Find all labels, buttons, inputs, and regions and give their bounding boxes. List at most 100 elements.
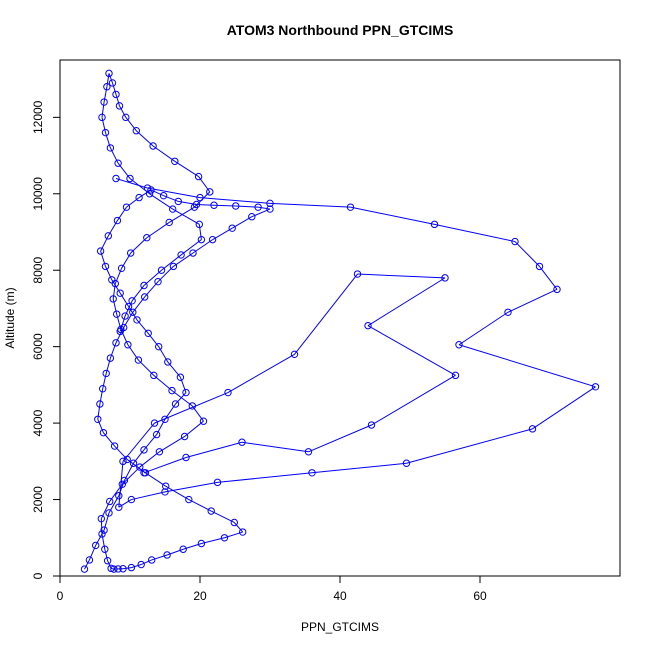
profile-point	[108, 79, 117, 87]
profile-segment	[100, 518, 103, 534]
profile-point	[180, 432, 189, 441]
profile-point	[105, 509, 113, 517]
profile-point	[163, 551, 171, 559]
profile-excursion-point	[224, 388, 232, 397]
profile-segment	[151, 554, 168, 561]
profile-point	[112, 339, 120, 347]
plot-area	[80, 69, 600, 573]
profile-point	[230, 518, 239, 527]
profile-point	[103, 83, 111, 91]
profile-segment	[116, 206, 127, 221]
profile-point	[124, 341, 132, 349]
profile-excursion-point	[308, 469, 316, 477]
y-axis: 0 2000 4000 6000 8000 10000 12000	[31, 100, 61, 579]
profile-excursion-point	[441, 274, 449, 282]
profile-segment	[231, 216, 253, 229]
profile-point	[109, 295, 117, 303]
profile-excursion-segment	[294, 273, 358, 355]
profile-segment	[172, 208, 200, 225]
profile-segment	[192, 239, 213, 254]
profile-point	[171, 157, 179, 165]
profile-point	[126, 174, 134, 183]
profile-segment	[105, 266, 113, 280]
profile-excursion-segment	[118, 461, 124, 508]
profile-segment	[104, 549, 109, 561]
profile-point	[92, 541, 100, 550]
y-tick-label: 12000	[31, 100, 45, 134]
profile-point	[248, 213, 256, 221]
profile-point	[169, 205, 177, 213]
profile-excursion-segment	[371, 374, 456, 426]
y-tick-label: 2000	[31, 486, 45, 513]
profile-point	[194, 172, 203, 181]
y-tick-label: 8000	[31, 257, 45, 284]
profile-point	[106, 497, 114, 506]
profile-segment	[184, 420, 204, 437]
profile-segment	[188, 499, 212, 512]
profile-point	[134, 356, 143, 364]
profile-segment	[121, 466, 141, 485]
chart-title: ATOM3 Northbound PPN_GTCIMS	[227, 22, 454, 38]
profile-segment	[165, 485, 190, 500]
profile-point	[162, 482, 170, 490]
profile-point	[147, 186, 155, 194]
profile-point	[140, 281, 148, 290]
profile-point	[122, 113, 130, 122]
profile-segment	[126, 197, 140, 208]
profile-point	[132, 127, 141, 135]
profile-point	[107, 564, 115, 573]
profile-excursion-point	[266, 199, 274, 208]
profile-excursion-segment	[357, 273, 446, 279]
profile-point	[195, 220, 204, 229]
profile-point	[106, 354, 115, 362]
profile-point	[97, 514, 106, 523]
profile-point	[179, 545, 187, 553]
profile-point	[110, 565, 118, 573]
profile-segment	[110, 567, 115, 570]
profile-segment	[119, 292, 130, 307]
profile-point	[208, 235, 217, 244]
profile-excursion-point	[591, 383, 600, 391]
profile-segment	[198, 224, 202, 240]
profile-excursion-segment	[269, 202, 351, 208]
profile-point	[154, 277, 162, 286]
x-tick-label: 20	[193, 589, 207, 603]
profile-segment	[101, 533, 106, 550]
profile-segment	[108, 73, 113, 84]
profile-segment	[210, 510, 235, 523]
profile-point	[124, 302, 133, 311]
profile-point	[232, 202, 240, 210]
profile-segment	[174, 160, 199, 177]
profile-segment	[109, 342, 117, 359]
profile-point	[254, 203, 262, 211]
profile-point	[174, 197, 183, 206]
profile-excursion-segment	[199, 197, 271, 204]
profile-excursion-segment	[367, 325, 456, 376]
profile-segment	[119, 105, 127, 118]
profile-excursion-point	[238, 438, 246, 446]
y-tick-label: 0	[31, 572, 45, 579]
profile-point	[266, 205, 274, 213]
profile-segment	[84, 559, 90, 570]
profile-excursion-point	[290, 350, 299, 359]
profile-segment	[107, 560, 112, 569]
profile-point	[137, 560, 145, 569]
profile-point	[113, 216, 122, 225]
profile-excursion-point	[364, 321, 372, 330]
profile-point	[122, 203, 131, 211]
profile-excursion-point	[511, 237, 519, 246]
profile-point	[117, 264, 126, 273]
profile-segment	[131, 564, 142, 569]
profile-point	[129, 459, 138, 467]
profile-excursion-point	[528, 425, 537, 433]
profile-excursion-point	[112, 174, 120, 183]
profile-point	[98, 113, 106, 122]
profile-excursion-point	[150, 419, 159, 427]
profile-point	[165, 218, 173, 227]
profile-excursion-segment	[458, 344, 596, 388]
profile-point	[101, 128, 110, 137]
profile-point	[101, 262, 110, 271]
profile-excursion-point	[402, 459, 411, 467]
